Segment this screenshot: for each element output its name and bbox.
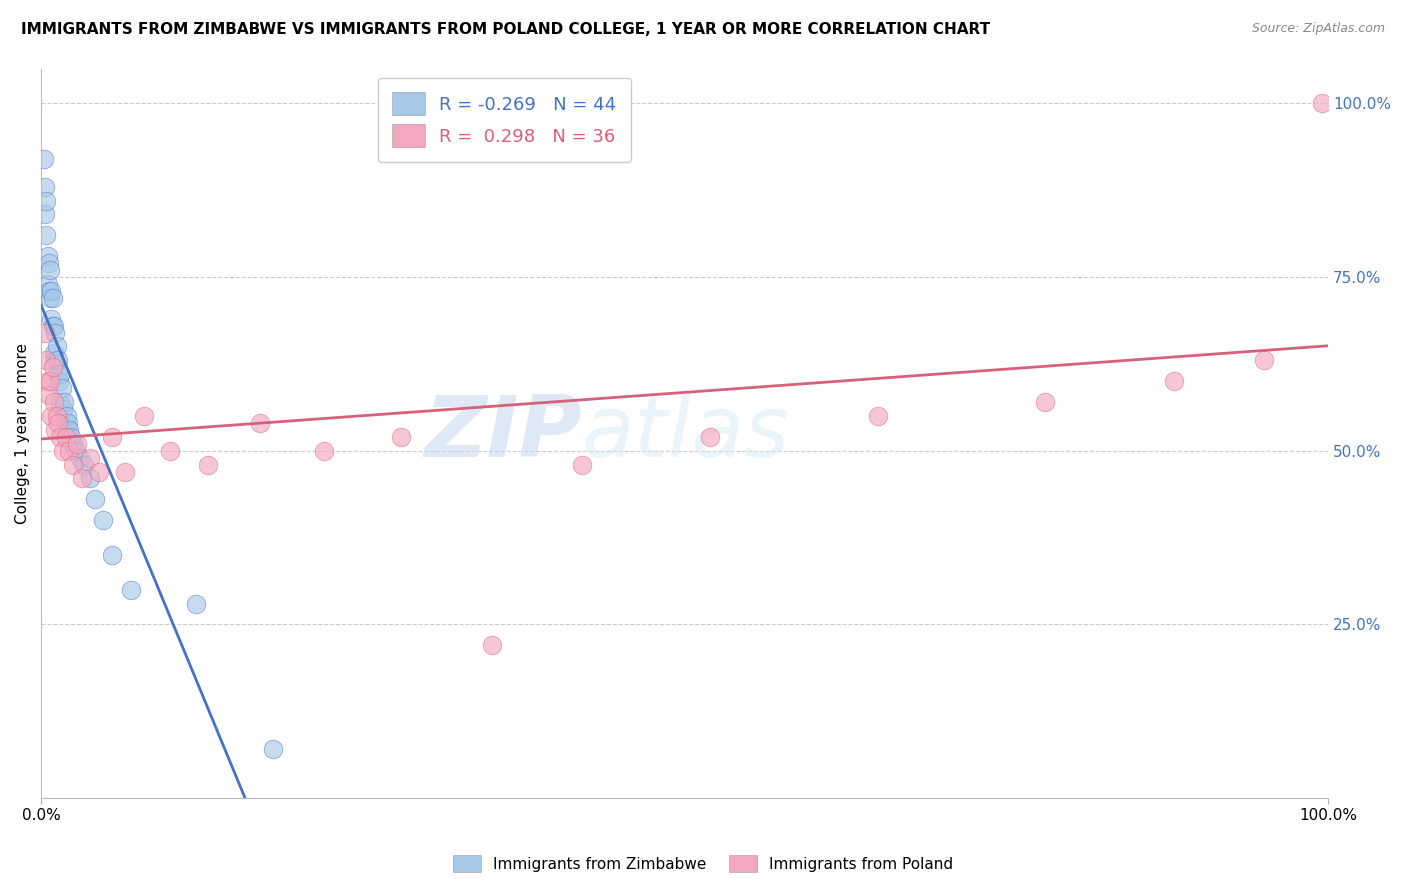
- Point: [41, 360, 63, 375]
- Point: [120, 582, 142, 597]
- Point: [39, 291, 62, 305]
- Point: [44, 423, 66, 437]
- Point: [42, 346, 65, 360]
- Point: [59, 430, 82, 444]
- Point: [41, 318, 63, 333]
- Point: [41, 311, 63, 326]
- Point: [58, 423, 80, 437]
- Point: [34, 326, 56, 340]
- Text: Source: ZipAtlas.com: Source: ZipAtlas.com: [1251, 22, 1385, 36]
- Point: [58, 443, 80, 458]
- Point: [159, 443, 181, 458]
- Point: [49, 430, 72, 444]
- Point: [38, 256, 60, 270]
- Point: [101, 430, 124, 444]
- Point: [35, 194, 58, 208]
- Point: [699, 430, 721, 444]
- Point: [55, 416, 77, 430]
- Point: [41, 284, 63, 298]
- Point: [52, 443, 75, 458]
- Text: IMMIGRANTS FROM ZIMBABWE VS IMMIGRANTS FROM POLAND COLLEGE, 1 YEAR OR MORE CORRE: IMMIGRANTS FROM ZIMBABWE VS IMMIGRANTS F…: [21, 22, 990, 37]
- Point: [49, 368, 72, 382]
- Point: [84, 492, 107, 507]
- Point: [42, 395, 65, 409]
- Point: [35, 228, 58, 243]
- Point: [32, 152, 55, 166]
- Point: [866, 409, 889, 423]
- Point: [69, 450, 91, 465]
- Point: [91, 513, 114, 527]
- Point: [38, 284, 60, 298]
- Point: [44, 353, 66, 368]
- Legend: R = -0.269   N = 44, R =  0.298   N = 36: R = -0.269 N = 44, R = 0.298 N = 36: [378, 78, 631, 161]
- Point: [62, 458, 84, 472]
- Text: ZIP: ZIP: [425, 392, 582, 475]
- Point: [197, 458, 219, 472]
- Point: [87, 465, 110, 479]
- Point: [1163, 374, 1185, 388]
- Point: [37, 277, 59, 291]
- Text: atlas: atlas: [582, 392, 790, 475]
- Point: [52, 401, 75, 416]
- Point: [1253, 353, 1275, 368]
- Point: [55, 430, 77, 444]
- Point: [42, 318, 65, 333]
- Point: [39, 263, 62, 277]
- Point: [38, 388, 60, 402]
- Point: [35, 353, 58, 368]
- Point: [184, 597, 207, 611]
- Point: [44, 326, 66, 340]
- Point: [56, 416, 79, 430]
- Legend: Immigrants from Zimbabwe, Immigrants from Poland: Immigrants from Zimbabwe, Immigrants fro…: [446, 847, 960, 880]
- Point: [79, 471, 101, 485]
- Point: [48, 374, 70, 388]
- Point: [65, 443, 87, 458]
- Point: [1310, 96, 1333, 111]
- Point: [132, 409, 155, 423]
- Point: [481, 638, 503, 652]
- Point: [45, 409, 67, 423]
- Point: [72, 471, 94, 485]
- Y-axis label: College, 1 year or more: College, 1 year or more: [15, 343, 30, 524]
- Point: [39, 374, 62, 388]
- Point: [45, 339, 67, 353]
- Point: [72, 458, 94, 472]
- Point: [314, 443, 336, 458]
- Point: [45, 368, 67, 382]
- Point: [262, 742, 284, 756]
- Point: [41, 291, 63, 305]
- Point: [34, 179, 56, 194]
- Point: [249, 416, 271, 430]
- Point: [37, 374, 59, 388]
- Point: [49, 395, 72, 409]
- Point: [101, 548, 124, 562]
- Point: [571, 458, 593, 472]
- Point: [37, 249, 59, 263]
- Point: [53, 395, 76, 409]
- Point: [34, 207, 56, 221]
- Point: [46, 353, 69, 368]
- Point: [79, 450, 101, 465]
- Point: [1033, 395, 1056, 409]
- Point: [66, 436, 89, 450]
- Point: [391, 430, 413, 444]
- Point: [51, 381, 73, 395]
- Point: [62, 436, 84, 450]
- Point: [114, 465, 136, 479]
- Point: [56, 409, 79, 423]
- Point: [41, 409, 63, 423]
- Point: [46, 416, 69, 430]
